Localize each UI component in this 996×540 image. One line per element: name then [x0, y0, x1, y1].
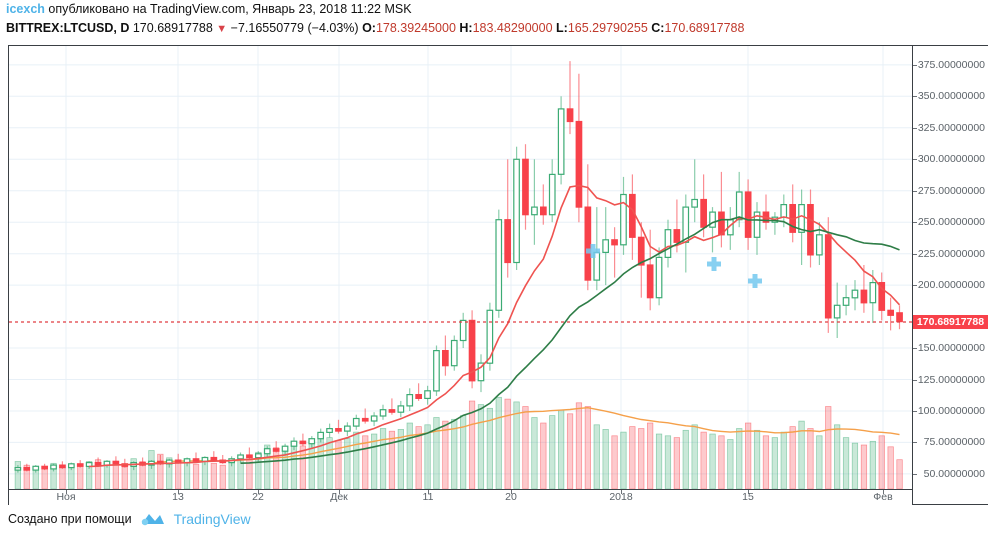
published-text: опубликовано на TradingView.com, Январь …: [44, 2, 412, 16]
time-axis[interactable]: Ноя 13 22 Дек 11 20 2018 15 Фев: [9, 489, 912, 505]
price-axis-tick: [913, 64, 917, 66]
price-axis-label: 200.00000000: [917, 279, 985, 292]
time-axis-label: 22: [252, 491, 264, 503]
publisher-line: icexch опубликовано на TradingView.com, …: [6, 2, 412, 16]
price-axis-label: 275.00000000: [917, 184, 985, 197]
time-axis-tick: [511, 490, 512, 494]
price-axis-tick: [913, 442, 917, 444]
price-axis-label: 250.00000000: [917, 216, 985, 229]
time-axis-label: 2018: [609, 491, 633, 503]
time-axis-tick: [883, 490, 884, 494]
publisher-brand: icexch: [6, 2, 45, 16]
price-axis-label: 100.00000000: [917, 405, 985, 417]
price-axis[interactable]: 375.00000000 350.00000000 325.00000000 300.…: [912, 46, 988, 504]
price-axis-tick: [913, 96, 917, 98]
price-axis-tick: [913, 348, 917, 349]
price-axis-tick: [913, 473, 917, 475]
symbol-quote-line: BITTREX:LTCUSD, D 170.68917788 ▼ −7.1655…: [6, 21, 744, 35]
made-with-label: Создано при помощи: [8, 512, 132, 526]
price-axis-tick: [913, 127, 917, 129]
time-axis-tick: [621, 490, 622, 494]
time-axis-label: 13: [172, 491, 184, 503]
change-percent: (−4.03%): [307, 21, 359, 35]
change-absolute: −7.16550779: [230, 21, 305, 35]
price-axis-tick: [913, 379, 917, 381]
time-axis-label: Ноя: [56, 491, 76, 503]
price-axis-label: 300.00000000: [917, 153, 985, 166]
tradingview-logo-icon: [140, 511, 166, 527]
price-axis-tick: [913, 222, 917, 224]
price-axis-label: 150.00000000: [917, 342, 985, 354]
footer-attribution: Создано при помощи TradingView: [8, 511, 251, 527]
time-axis-tick: [66, 490, 67, 494]
low-value: 165.29790255: [567, 21, 648, 35]
high-label: H:: [459, 21, 473, 35]
price-axis-label: 75.00000000: [923, 436, 985, 449]
time-axis-tick: [339, 490, 340, 494]
last-price: 170.68917788: [132, 21, 213, 35]
time-axis-tick: [258, 490, 259, 494]
change-direction-icon: ▼: [216, 23, 228, 35]
price-axis-tick: [913, 159, 917, 161]
time-axis-label: 20: [505, 491, 517, 503]
plot-area[interactable]: [9, 46, 912, 489]
chart-frame[interactable]: 375.00000000 350.00000000 325.00000000 300.…: [8, 45, 988, 505]
price-axis-tick: [913, 190, 917, 192]
symbol-label: BITTREX:LTCUSD, D: [6, 21, 130, 35]
low-label: L:: [556, 21, 568, 35]
tradingview-wordmark: TradingView: [173, 511, 251, 527]
time-axis-tick: [178, 490, 179, 494]
price-axis-label: 125.00000000: [917, 373, 985, 386]
last-price-badge[interactable]: 170.68917788: [913, 315, 988, 329]
time-axis-label: 15: [742, 491, 754, 503]
price-axis-label: 350.00000000: [917, 90, 985, 103]
close-value: 170.68917788: [664, 21, 745, 35]
price-axis-label: 325.00000000: [917, 121, 985, 134]
price-axis-tick: [913, 253, 917, 255]
time-axis-label: Фев: [873, 491, 893, 503]
price-axis-label: 50.00000000: [923, 467, 985, 480]
open-value: 178.39245000: [375, 21, 456, 35]
time-axis-label: Дек: [330, 491, 348, 503]
price-axis-tick: [913, 411, 917, 412]
high-value: 183.48290000: [472, 21, 553, 35]
candlestick-plot: [9, 46, 912, 489]
time-axis-tick: [428, 490, 429, 494]
price-axis-label: 375.00000000: [917, 58, 985, 71]
time-axis-tick: [748, 490, 749, 494]
price-axis-tick: [913, 285, 917, 287]
open-label: O:: [362, 21, 376, 35]
close-label: C:: [651, 21, 665, 35]
price-axis-label: 225.00000000: [917, 247, 985, 260]
time-axis-label: 11: [422, 491, 434, 503]
